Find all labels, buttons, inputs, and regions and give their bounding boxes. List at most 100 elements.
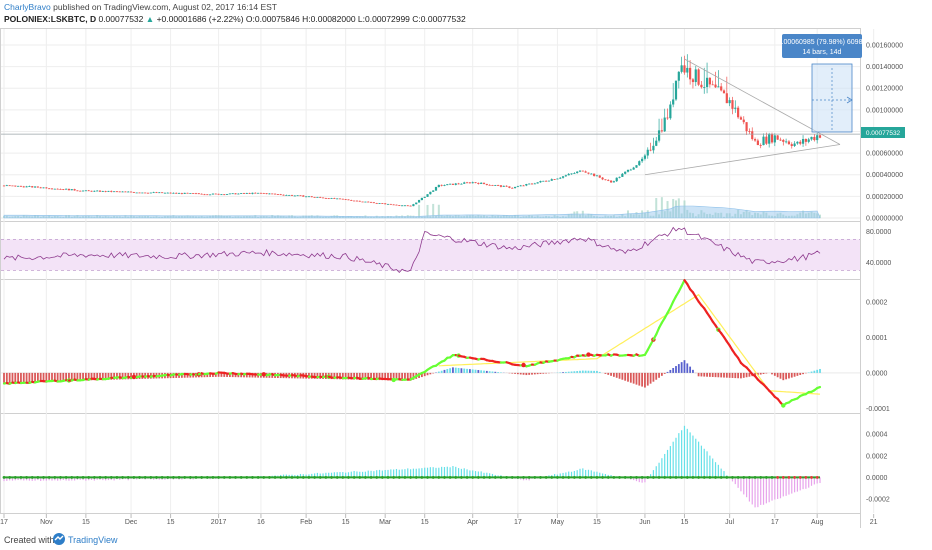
candle-up	[415, 202, 418, 205]
date-tick-label: Mar	[379, 519, 392, 526]
macd-hist-bar	[646, 372, 649, 386]
volume-bar	[790, 215, 793, 218]
candle-up	[25, 186, 28, 188]
macd-hist-bar	[384, 372, 387, 381]
candle-up	[231, 193, 234, 195]
osc-bar	[483, 472, 485, 478]
osc-bar	[347, 472, 350, 478]
macd-hist-bar	[84, 372, 87, 381]
osc-bar	[325, 472, 327, 478]
osc-bar	[491, 473, 494, 478]
osc-zero-dot	[228, 476, 232, 479]
volume-bar	[51, 216, 53, 218]
candle-down	[598, 175, 601, 178]
candle-down	[200, 193, 203, 195]
candle-up	[717, 86, 720, 88]
volume-bar	[113, 215, 116, 218]
osc-zero-dot	[59, 476, 62, 479]
measure-tool[interactable]: 0.00060985 (79.98%) 60985 14 bars, 14d	[778, 34, 867, 133]
osc-bar	[771, 477, 773, 501]
macd-hist-bar	[364, 372, 367, 380]
date-tick-label: 15	[681, 519, 689, 526]
volume-bar	[132, 216, 135, 218]
volume-bar	[505, 215, 508, 218]
chart-canvas[interactable]: 0.00160000 0.00140000 0.00120000 0.00100000…	[0, 28, 932, 530]
candle-down	[76, 190, 79, 192]
osc-bar	[692, 435, 694, 478]
candle-down	[186, 192, 189, 194]
symbol-label[interactable]: POLONIEX:LSKBTC, D	[4, 14, 97, 24]
osc-zero-dot	[770, 476, 774, 479]
candle-down	[522, 185, 525, 187]
osc-zero-dot	[714, 476, 717, 479]
volume-bar	[804, 213, 807, 218]
rsi-pane[interactable]	[1, 226, 860, 273]
volume-bar	[330, 215, 333, 218]
macd-pane[interactable]	[1, 279, 860, 408]
volume-bar	[683, 200, 686, 218]
osc-bar	[418, 468, 420, 478]
candle-down	[214, 193, 217, 195]
candle-up	[502, 185, 505, 187]
macd-hist-bar	[449, 368, 452, 373]
candle-down	[276, 194, 279, 195]
volume-bar	[621, 214, 624, 218]
macd-hist-bar	[336, 372, 339, 380]
candle-down	[725, 93, 728, 104]
candle-down	[273, 193, 277, 195]
osc-bar	[390, 469, 392, 478]
author-link[interactable]: CharlyBravo	[4, 2, 51, 12]
tradingview-brand[interactable]: TradingView	[68, 535, 118, 545]
osc-bar	[339, 472, 341, 478]
osc-bar	[158, 477, 160, 480]
osc-bar	[805, 477, 807, 489]
candle-down	[282, 194, 285, 196]
candle-up	[183, 192, 186, 194]
osc-bar	[393, 469, 395, 478]
volume-bar	[483, 215, 485, 218]
volume-bar	[67, 215, 70, 218]
volume-bar	[262, 215, 265, 218]
candle-up	[166, 192, 169, 194]
macd-line-segment	[655, 326, 661, 336]
candle-up	[542, 180, 545, 182]
candle-down	[465, 182, 469, 184]
osc-zero-dot	[499, 476, 503, 479]
volume-bar	[499, 216, 502, 218]
macd-hist-bar	[734, 372, 737, 379]
osc-bar	[333, 472, 335, 478]
volume-bar	[652, 215, 655, 218]
macd-tick-label: 0.0001	[866, 335, 888, 342]
volume-bar	[655, 198, 658, 218]
volume-bar	[48, 215, 51, 218]
candle-up	[158, 192, 161, 194]
osc-zero-dot	[53, 476, 57, 479]
macd-hist-bar	[443, 369, 446, 373]
price-pane[interactable]	[1, 54, 860, 219]
candle-up	[638, 161, 641, 166]
macd-hist-bar	[454, 367, 457, 373]
candle-up	[420, 197, 423, 201]
date-tick-label: 16	[257, 519, 265, 526]
osc-bar	[384, 470, 386, 478]
osc-zero-dot	[815, 476, 819, 479]
candle-up	[135, 192, 138, 194]
candle-down	[737, 107, 740, 118]
osc-zero-dot	[47, 476, 51, 479]
volume-bar	[73, 216, 76, 218]
volume-bar	[480, 215, 483, 218]
oscillator-pane[interactable]	[2, 425, 821, 508]
candle-up	[336, 198, 339, 200]
macd-hist-bar	[53, 372, 56, 382]
macd-hist-bar	[677, 364, 680, 373]
tradingview-logo-icon[interactable]	[52, 532, 66, 546]
osc-zero-dot	[527, 476, 531, 479]
volume-bar	[259, 216, 262, 218]
macd-hist-bar	[785, 372, 788, 380]
candle-up	[429, 191, 432, 195]
volume-bar	[728, 213, 731, 218]
published-text: published on TradingView.com, August 02,…	[53, 2, 277, 12]
price-change: +0.00001686 (+2.22%)	[156, 14, 244, 24]
volume-bar	[353, 216, 356, 218]
candle-down	[155, 192, 158, 194]
